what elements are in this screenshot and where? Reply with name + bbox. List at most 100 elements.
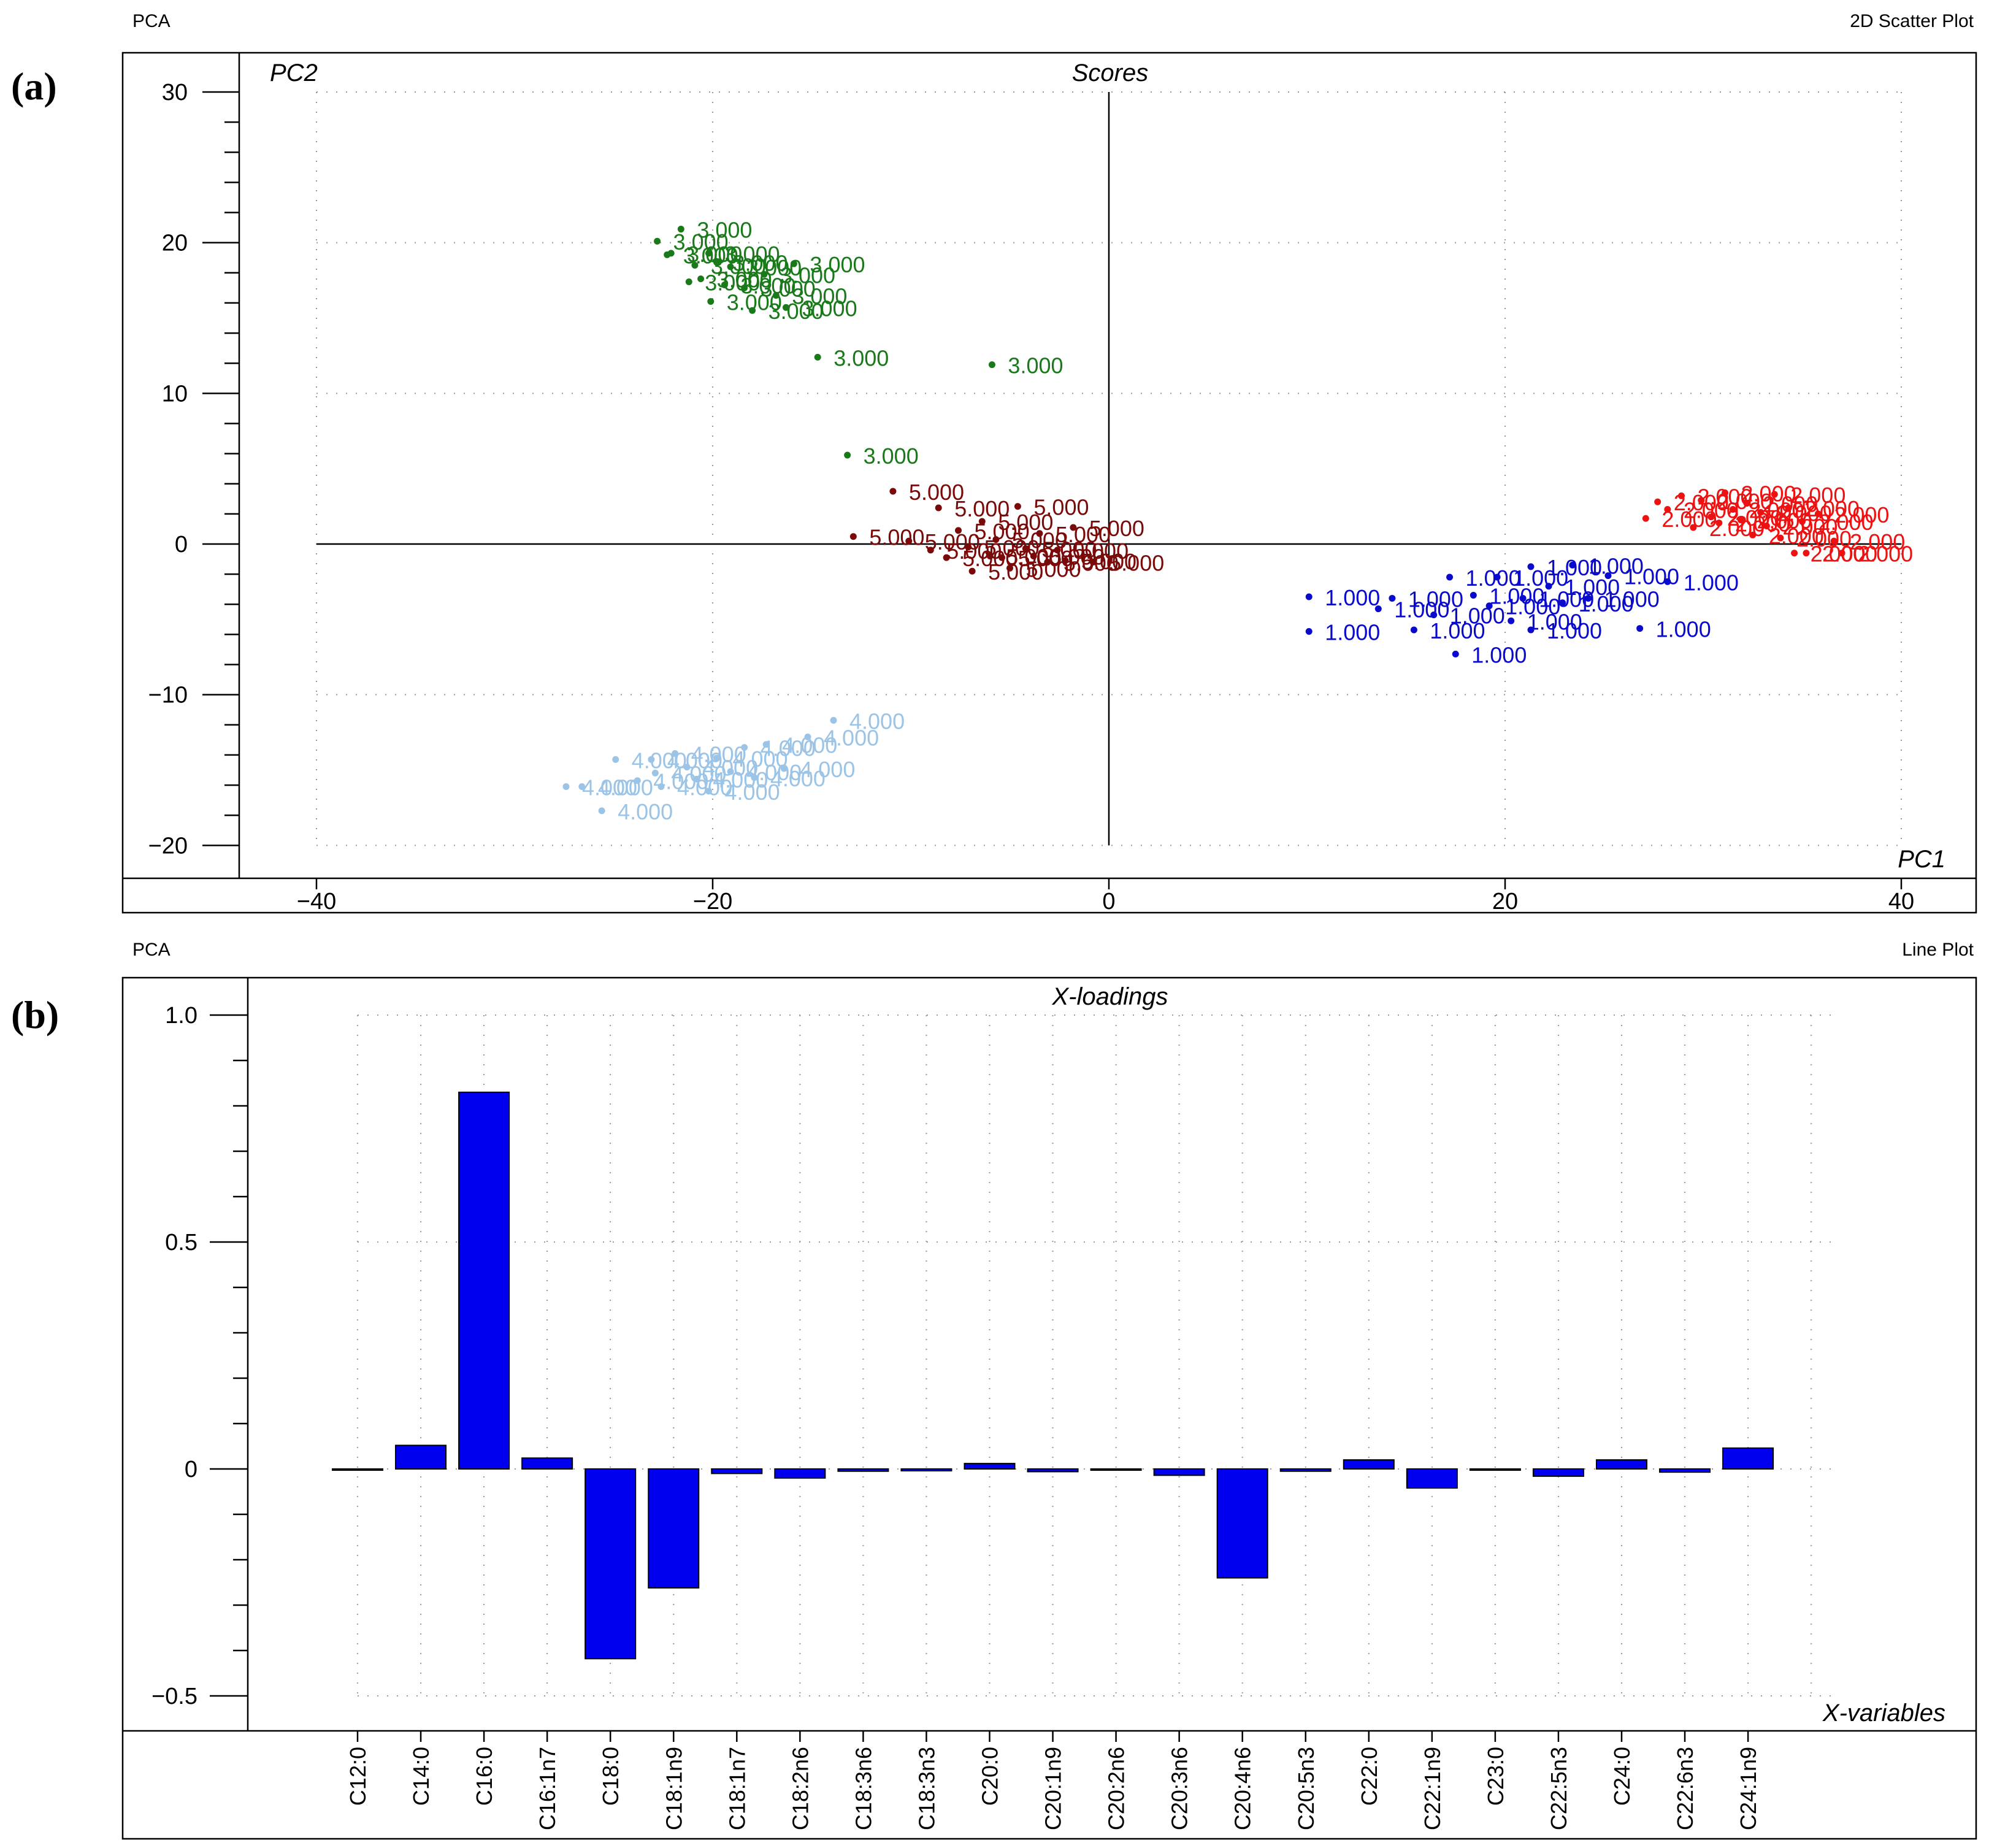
- score-point-label: 2.000: [1697, 484, 1752, 509]
- scores-x-axis-name: PC1: [1898, 846, 1945, 873]
- score-point: [648, 756, 655, 763]
- scores-y-tick-label: 30: [162, 80, 188, 105]
- scores-zero-lines: [316, 92, 1901, 846]
- score-point: [889, 488, 897, 495]
- score-point: [1830, 537, 1838, 545]
- loading-bar-C20:1n9: [1027, 1468, 1079, 1473]
- score-point: [1749, 531, 1757, 539]
- score-point: [783, 304, 790, 311]
- score-point: [998, 554, 1006, 561]
- loadings-category-label: C22:1n9: [1420, 1747, 1445, 1830]
- score-point: [772, 292, 780, 299]
- score-point-label: 3.000: [802, 296, 857, 321]
- loadings-category-label: C18:3n6: [851, 1747, 876, 1830]
- score-point-label: 1.000: [1513, 566, 1568, 591]
- score-point-label: 4.000: [770, 766, 826, 791]
- score-point-label: 1.000: [1527, 609, 1582, 634]
- score-point-label: 4.000: [746, 760, 802, 785]
- score-point-label: 1.000: [1547, 618, 1602, 643]
- loadings-y-tick-label: −0.5: [151, 1684, 197, 1709]
- scores-y-tick-label: 10: [162, 381, 188, 407]
- scores-points: 1.0001.0001.0001.0001.0001.0001.0001.000…: [562, 218, 1913, 824]
- score-point: [986, 553, 994, 560]
- loadings-y-tick-labels: −0.5 0 0.5 1.0: [151, 1003, 197, 1709]
- score-point-label: 1.000: [1656, 617, 1711, 642]
- score-point: [749, 307, 756, 314]
- score-point: [935, 504, 942, 512]
- score-point-label: 4.000: [582, 775, 637, 800]
- score-point-label: 5.000: [1089, 516, 1144, 541]
- score-point-label: 2.000: [1790, 483, 1845, 508]
- score-point-label: 1.000: [1684, 570, 1739, 595]
- score-point: [761, 270, 768, 278]
- score-point-label: 1.000: [1325, 585, 1380, 610]
- scores-y-tick-label: −20: [148, 833, 188, 859]
- scores-y-tick-label: 0: [175, 532, 188, 558]
- score-point-label: 5.000: [1033, 495, 1089, 520]
- panel-a-header-right: 2D Scatter Plot: [1850, 11, 1974, 31]
- scores-series-5.000: 5.0005.0005.0005.0005.0005.0005.0005.000…: [849, 480, 1164, 585]
- loadings-category-label: C22:6n3: [1673, 1747, 1698, 1830]
- score-point-label: 2.000: [1858, 542, 1913, 567]
- loading-bar-C12:0: [332, 1468, 383, 1471]
- panel-b-letter: (b): [11, 993, 59, 1037]
- loading-bar-C20:4n6: [1216, 1468, 1268, 1579]
- score-point: [1070, 524, 1077, 531]
- loading-bar-C22:6n3: [1659, 1468, 1711, 1473]
- loadings-category-label: C18:3n3: [914, 1747, 939, 1830]
- score-point: [978, 518, 986, 525]
- score-point: [844, 451, 851, 459]
- score-point: [1006, 564, 1013, 572]
- score-point: [1508, 617, 1515, 624]
- score-point-label: 3.000: [780, 263, 835, 288]
- score-point: [683, 764, 691, 771]
- loading-bar-C22:1n9: [1406, 1468, 1458, 1489]
- score-point: [1585, 594, 1592, 602]
- loadings-y-minor-ticks: [210, 1014, 248, 1697]
- score-point-label: 1.000: [1604, 586, 1660, 612]
- loading-bar-C18:2n6: [774, 1468, 826, 1479]
- score-point: [1446, 573, 1454, 581]
- score-point-label: 3.000: [732, 251, 788, 276]
- score-point: [1545, 583, 1552, 590]
- scores-title: Scores: [1072, 59, 1149, 86]
- score-point: [677, 226, 684, 233]
- scores-panel: PCA 2D Scatter Plot (a) −20 −10 0 10 20 30 −4…: [11, 11, 1977, 914]
- loadings-bars: [332, 1091, 1774, 1660]
- score-point: [1430, 611, 1438, 618]
- score-point: [1654, 498, 1661, 505]
- score-point: [713, 754, 720, 762]
- loading-bar-C24:0: [1596, 1459, 1647, 1470]
- score-point-label: 2.000: [1741, 481, 1796, 506]
- score-point-label: 1.000: [1325, 619, 1380, 645]
- scores-x-tick-label: 0: [1102, 889, 1115, 914]
- score-point: [1527, 626, 1535, 634]
- score-point: [1698, 497, 1705, 504]
- score-point-label: 3.000: [673, 229, 729, 255]
- score-point-label: 2.000: [1782, 515, 1838, 540]
- score-point: [1636, 625, 1644, 632]
- score-point: [578, 783, 586, 791]
- score-point: [1470, 592, 1477, 599]
- loadings-title: X-loadings: [1051, 983, 1168, 1010]
- scores-x-tick-label: 20: [1492, 889, 1518, 914]
- loadings-category-label: C24:1n9: [1736, 1747, 1761, 1830]
- score-point-label: 5.000: [946, 539, 1002, 564]
- score-point-label: 4.000: [725, 780, 780, 805]
- loadings-category-label: C16:1n7: [535, 1747, 560, 1830]
- score-point-label: 5.000: [1109, 550, 1164, 575]
- score-point-label: 3.000: [792, 284, 847, 309]
- score-point: [1305, 593, 1313, 600]
- loading-bar-C18:1n9: [648, 1468, 700, 1589]
- score-point: [654, 237, 661, 245]
- score-point-label: 1.000: [1430, 618, 1485, 643]
- score-point: [1604, 572, 1612, 580]
- loading-bar-C20:2n6: [1090, 1468, 1142, 1471]
- score-point: [1389, 594, 1396, 602]
- score-point: [1519, 594, 1527, 602]
- scores-series-1.000: 1.0001.0001.0001.0001.0001.0001.0001.000…: [1305, 553, 1739, 667]
- score-point-label: 5.000: [998, 510, 1053, 535]
- score-point-label: 3.000: [761, 276, 816, 301]
- score-point: [1722, 489, 1729, 496]
- score-point: [1305, 627, 1313, 635]
